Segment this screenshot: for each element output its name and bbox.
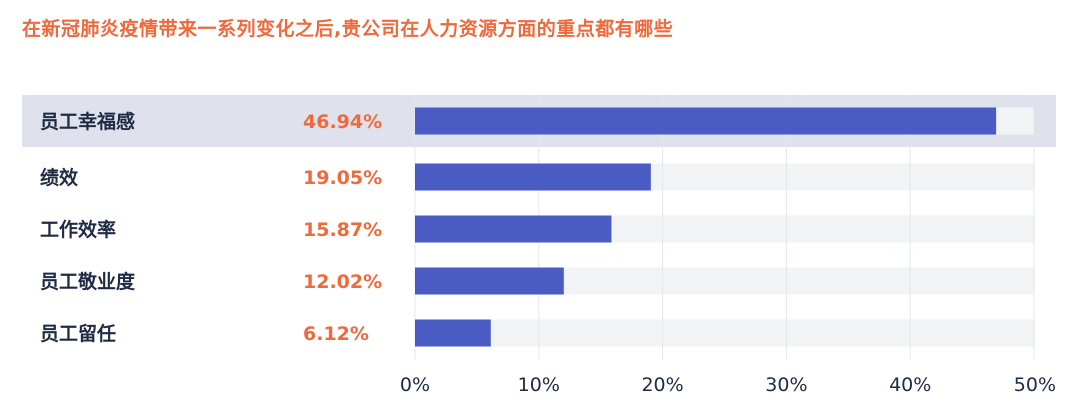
- chart-title: 在新冠肺炎疫情带来一系列变化之后,贵公司在人力资源方面的重点都有哪些: [22, 18, 674, 40]
- category-label: 工作效率: [40, 218, 116, 241]
- x-tick-label: 50%: [1014, 374, 1056, 396]
- category-label: 员工留任: [40, 322, 116, 345]
- value-label: 15.87%: [303, 219, 382, 241]
- value-label: 6.12%: [303, 323, 369, 345]
- x-tick-label: 30%: [765, 374, 807, 396]
- bar: [415, 215, 612, 243]
- value-label: 12.02%: [303, 271, 382, 293]
- x-tick-label: 0%: [400, 374, 430, 396]
- bar: [415, 267, 564, 295]
- bar: [415, 163, 651, 191]
- bar: [415, 107, 997, 135]
- category-label: 绩效: [40, 166, 78, 189]
- category-label: 员工幸福感: [40, 110, 135, 133]
- x-tick-label: 20%: [641, 374, 683, 396]
- category-label: 员工敬业度: [40, 270, 136, 293]
- bar-track: [415, 319, 1034, 347]
- value-label: 46.94%: [303, 111, 382, 133]
- value-label: 19.05%: [303, 167, 382, 189]
- x-tick-label: 40%: [889, 374, 931, 396]
- bar: [415, 319, 491, 347]
- x-tick-label: 10%: [518, 374, 560, 396]
